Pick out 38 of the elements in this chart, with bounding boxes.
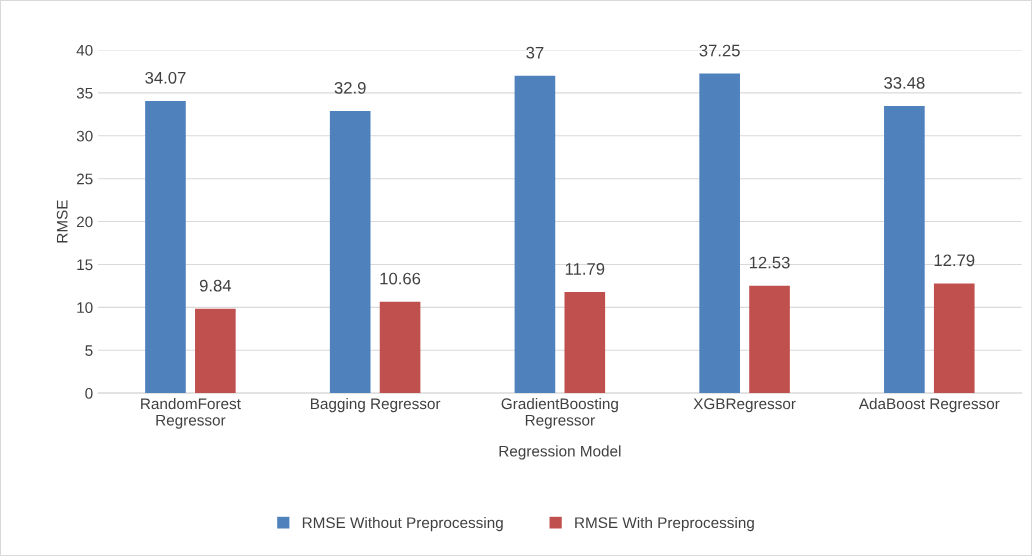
y-axis-title: RMSE <box>56 200 68 243</box>
y-tick-label: 20 <box>76 216 93 228</box>
data-label: 12.79 <box>934 254 975 267</box>
x-tick-label: XGBRegressor <box>693 398 796 413</box>
data-label: 10.66 <box>380 272 421 285</box>
legend-label: RMSE Without Preprocessing <box>302 516 503 532</box>
y-tick-label: 5 <box>85 345 93 356</box>
data-label: 37.25 <box>699 44 740 57</box>
y-tick-label: 35 <box>76 87 93 99</box>
y-tick-label: 10 <box>77 302 93 314</box>
bar <box>145 100 186 394</box>
bar <box>329 110 371 394</box>
legend-label: RMSE With Preprocessing <box>575 516 754 532</box>
x-tick-label: AdaBoost Regressor <box>858 397 1000 413</box>
bar <box>884 105 925 394</box>
bar <box>195 308 236 394</box>
x-tick-label: GradientBoosting Regressor <box>501 397 618 429</box>
y-tick-label: 25 <box>76 173 93 185</box>
bar <box>933 283 975 394</box>
data-label: 9.84 <box>199 279 232 292</box>
bar <box>564 291 606 394</box>
bar <box>749 285 790 394</box>
bar <box>514 75 556 394</box>
data-label: 37 <box>526 46 544 59</box>
data-label: 34.07 <box>145 71 186 84</box>
data-label: 32.9 <box>334 81 366 94</box>
y-tick-label: 40 <box>76 44 93 56</box>
bar <box>699 73 740 394</box>
x-axis-title: Regression Model <box>499 445 621 460</box>
x-tick-label: RandomForest Regressor <box>141 397 241 429</box>
bar <box>379 301 421 394</box>
data-label: 33.48 <box>884 76 925 89</box>
y-tick-label: 30 <box>76 130 93 142</box>
data-label: 11.79 <box>565 262 605 275</box>
y-tick-label: 0 <box>85 387 93 399</box>
x-tick-label: Bagging Regressor <box>311 397 441 413</box>
data-label: 12.53 <box>749 256 790 269</box>
y-tick-label: 15 <box>77 259 93 271</box>
